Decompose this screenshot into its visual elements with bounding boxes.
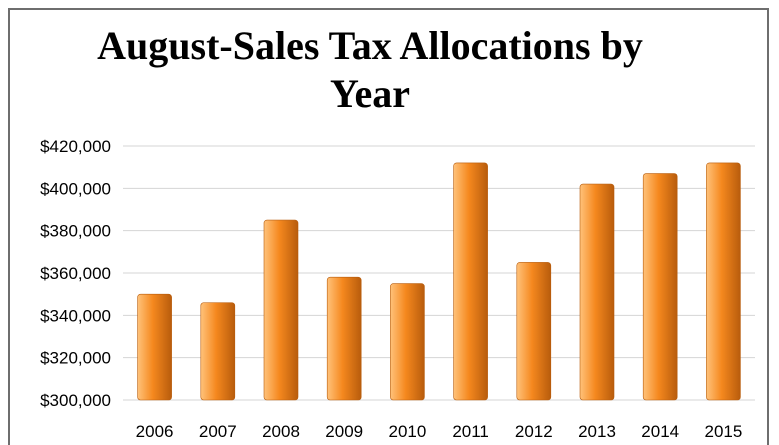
bar-2011 (453, 162, 488, 401)
x-tick-label: 2015 (704, 422, 742, 441)
x-tick-label: 2011 (452, 422, 489, 441)
y-axis-ticks: $300,000 $320,000 $340,000 $360,000 $380,000… (40, 137, 111, 410)
bar-2009 (326, 276, 362, 401)
bar-2013 (579, 183, 615, 401)
x-tick-label: 2013 (578, 422, 616, 441)
bar-2008 (263, 219, 299, 401)
y-tick-label: $420,000 (40, 137, 111, 156)
chart-title: August-Sales Tax Allocations by Year (97, 23, 643, 116)
y-tick-label: $320,000 (40, 349, 111, 368)
y-tick-label: $380,000 (40, 222, 111, 241)
bar-2014 (642, 173, 678, 401)
x-axis-ticks: 2006 2007 2008 2009 2010 2011 2012 2013 2014 2015 (136, 422, 743, 441)
bar-2006 (137, 293, 172, 401)
bars (137, 162, 741, 401)
bar-2012 (516, 262, 552, 401)
chart-frame (8, 8, 769, 445)
y-tick-label: $400,000 (40, 179, 111, 198)
x-tick-label: 2014 (641, 422, 679, 441)
x-tick-label: 2009 (325, 422, 363, 441)
x-tick-label: 2012 (515, 422, 553, 441)
bar-2007 (200, 302, 236, 401)
x-tick-label: 2006 (136, 422, 174, 441)
x-tick-label: 2008 (262, 422, 300, 441)
y-tick-label: $360,000 (40, 264, 111, 283)
x-tick-label: 2007 (199, 422, 237, 441)
bar-2010 (390, 283, 425, 401)
bar-2015 (706, 162, 741, 401)
y-tick-label: $300,000 (40, 391, 111, 410)
x-tick-label: 2010 (388, 422, 426, 441)
y-tick-label: $340,000 (40, 306, 111, 325)
